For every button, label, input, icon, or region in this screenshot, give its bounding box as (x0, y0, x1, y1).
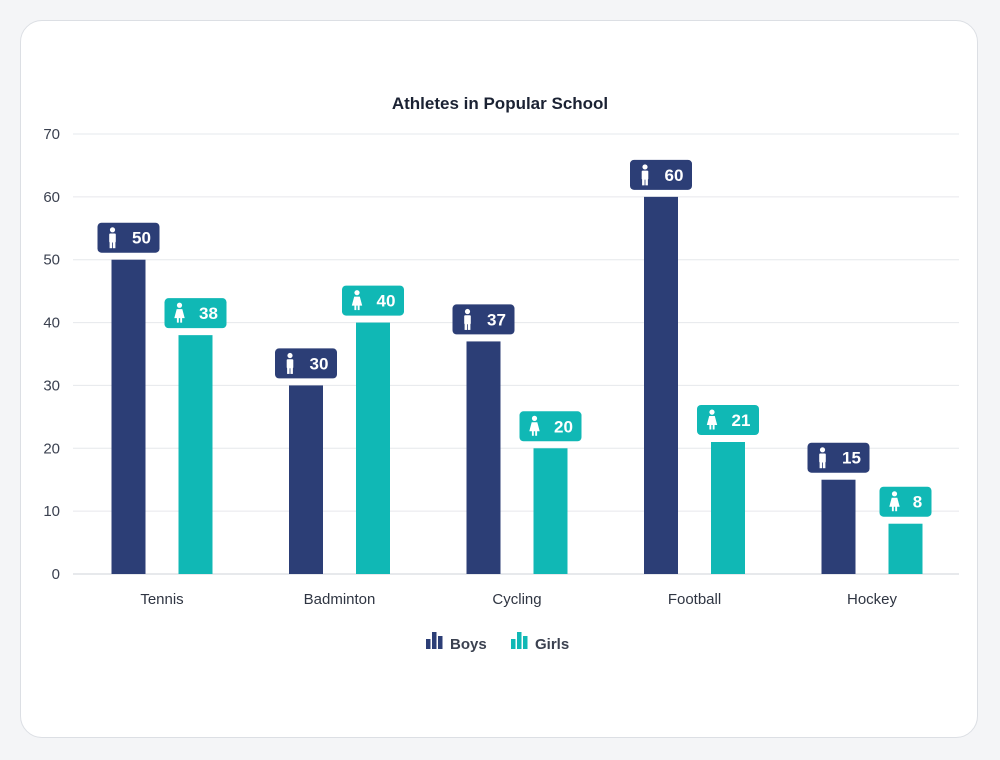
y-tick-label-70: 70 (43, 126, 60, 143)
legend: Boys Girls (426, 632, 569, 653)
bar-girls-badminton[interactable] (356, 322, 390, 574)
data-label-value: 60 (665, 166, 684, 185)
data-label-value: 50 (132, 229, 151, 248)
data-label-girls-football: 21 (697, 405, 759, 435)
x-tick-label-cycling: Cycling (492, 591, 541, 608)
data-label-value: 30 (310, 354, 329, 373)
data-label-girls-cycling: 20 (519, 411, 582, 442)
chart-card: Athletes in Popular School 0 10 20 30 40 50 60… (20, 20, 978, 738)
bar-boys-hockey[interactable] (821, 479, 856, 574)
legend-label-boys: Boys (450, 636, 487, 653)
female-person-icon (529, 415, 540, 436)
male-person-icon (819, 447, 826, 469)
y-tick-label-20: 20 (43, 440, 60, 457)
x-tick-label-badminton: Badminton (304, 591, 376, 608)
y-tick-label-30: 30 (43, 377, 60, 394)
y-tick-label-50: 50 (43, 252, 60, 269)
male-person-icon (286, 352, 294, 374)
bar-boys-football[interactable] (644, 196, 678, 574)
y-axis-ticks: 0 10 20 30 40 50 60 70 (43, 126, 60, 583)
data-label-girls-tennis: 38 (164, 298, 227, 329)
data-label-box (879, 486, 932, 517)
data-label-boys-football: 60 (630, 159, 692, 190)
bar-girls-football[interactable] (711, 442, 745, 574)
legend-item-boys[interactable]: Boys (426, 632, 487, 653)
female-person-icon (351, 290, 363, 311)
bar-chart-icon (511, 632, 528, 649)
bar-boys-cycling[interactable] (466, 341, 501, 574)
data-label-value: 37 (487, 310, 506, 329)
female-person-icon (706, 409, 718, 430)
data-label-value: 20 (554, 417, 573, 436)
bar-girls-hockey[interactable] (888, 523, 923, 574)
data-label-value: 40 (377, 292, 396, 311)
data-label-boys-cycling: 37 (452, 304, 515, 335)
bar-chart-icon (426, 632, 443, 649)
bar-girls-cycling[interactable] (533, 448, 568, 574)
legend-item-girls[interactable]: Girls (511, 632, 569, 653)
y-tick-label-10: 10 (43, 503, 60, 520)
female-person-icon (889, 491, 900, 512)
legend-label-girls: Girls (535, 636, 569, 653)
female-person-icon (174, 302, 185, 323)
bars (111, 196, 923, 574)
data-label-value: 21 (732, 411, 751, 430)
y-tick-label-0: 0 (52, 566, 60, 583)
bar-boys-badminton[interactable] (289, 385, 323, 574)
bar-boys-tennis[interactable] (111, 259, 146, 574)
data-label-girls-badminton: 40 (342, 285, 404, 316)
x-tick-label-tennis: Tennis (140, 591, 183, 608)
chart-title: Athletes in Popular School (392, 94, 608, 113)
data-label-value: 8 (913, 493, 922, 512)
data-label-boys-hockey: 15 (807, 442, 870, 473)
x-axis-categories: Tennis Badminton Cycling Football Hockey (140, 591, 897, 608)
bar-chart: Athletes in Popular School 0 10 20 30 40 50 60… (43, 94, 959, 653)
male-person-icon (464, 308, 471, 330)
data-label-girls-hockey: 8 (879, 486, 932, 517)
data-label-value: 38 (199, 304, 218, 323)
male-person-icon (641, 164, 649, 186)
x-tick-label-hockey: Hockey (847, 591, 898, 608)
data-label-boys-tennis: 50 (97, 222, 160, 253)
data-label-value: 15 (842, 449, 861, 468)
data-labels: 50 38 30 40 37 20 60 21 15 8 (97, 159, 932, 517)
bar-girls-tennis[interactable] (178, 335, 213, 574)
data-label-boys-badminton: 30 (275, 348, 337, 379)
x-tick-label-football: Football (668, 591, 721, 608)
male-person-icon (109, 227, 116, 249)
y-tick-label-40: 40 (43, 315, 60, 332)
y-tick-label-60: 60 (43, 189, 60, 206)
